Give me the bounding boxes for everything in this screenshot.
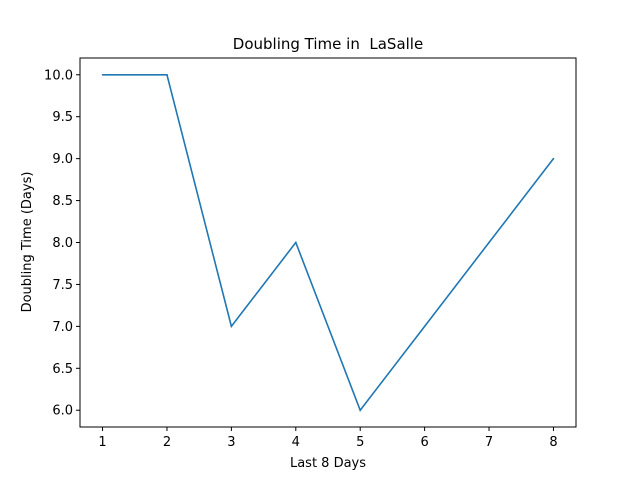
x-tick-label: 5 xyxy=(356,435,364,450)
y-tick-label: 7.5 xyxy=(52,278,73,293)
y-axis-label: Doubling Time (Days) xyxy=(20,172,35,313)
data-point xyxy=(166,73,168,76)
data-point xyxy=(101,73,104,76)
y-tick-label: 10.0 xyxy=(44,68,73,83)
series-line xyxy=(102,73,555,412)
x-tick-label: 8 xyxy=(549,435,557,450)
y-tick-label: 7.0 xyxy=(52,320,73,335)
data-point xyxy=(423,325,426,328)
x-tick-label: 2 xyxy=(163,435,171,450)
x-tick-label: 1 xyxy=(98,435,106,450)
chart-title: Doubling Time in LaSalle xyxy=(233,35,423,53)
x-tick-label: 7 xyxy=(485,435,493,450)
y-axis: 6.0 6.5 7.0 7.5 8.0 8.5 9.0 9.5 10.0 xyxy=(44,68,80,419)
data-point xyxy=(359,409,362,412)
y-tick-label: 8.5 xyxy=(52,194,73,209)
data-point xyxy=(488,241,490,244)
data-point xyxy=(552,157,555,160)
y-tick-label: 6.0 xyxy=(52,404,73,419)
x-axis-label: Last 8 Days xyxy=(290,456,366,471)
data-point xyxy=(294,241,297,244)
x-tick-label: 4 xyxy=(292,435,300,450)
data-point xyxy=(230,325,233,328)
y-tick-label: 6.5 xyxy=(52,362,73,377)
series-layer xyxy=(101,73,555,412)
x-tick-label: 6 xyxy=(420,435,428,450)
x-axis: 1 2 3 4 5 6 7 8 xyxy=(98,427,558,450)
y-tick-label: 8.0 xyxy=(52,236,73,251)
y-tick-label: 9.5 xyxy=(52,110,73,125)
y-tick-label: 9.0 xyxy=(52,152,73,167)
x-tick-label: 3 xyxy=(227,435,235,450)
